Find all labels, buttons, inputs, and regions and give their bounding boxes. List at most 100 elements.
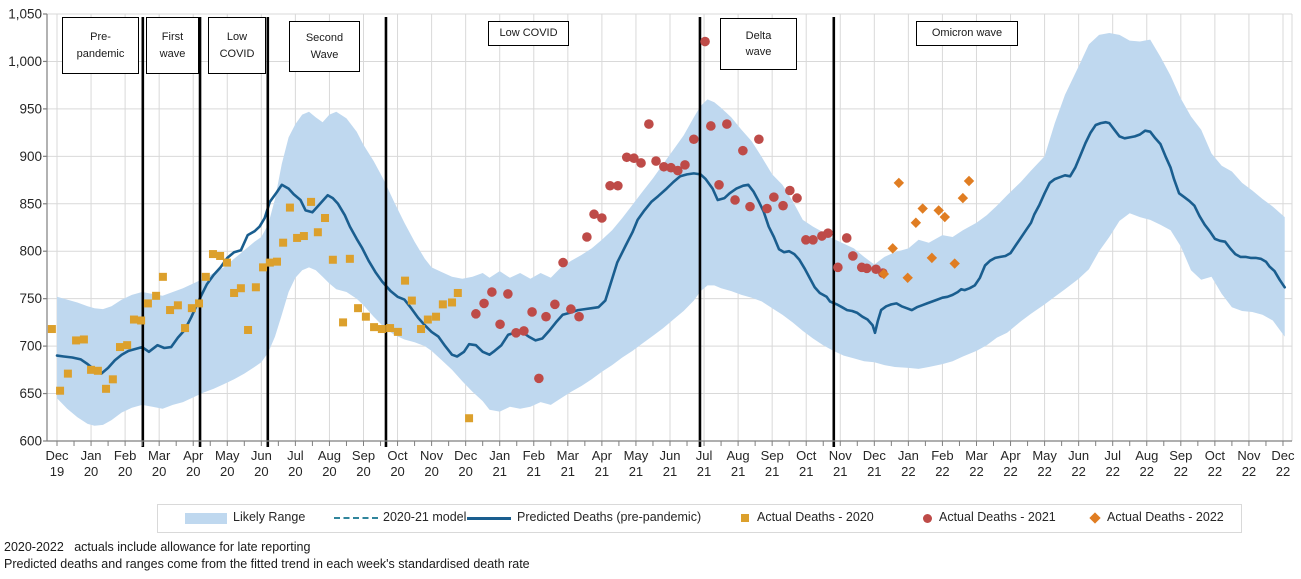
actual-2022-point: [887, 243, 898, 254]
x-axis-label-month: Jan: [898, 448, 919, 463]
actual-2021-point: [589, 209, 599, 220]
x-axis-label-month: Apr: [1000, 448, 1021, 463]
actual-2020-point: [230, 288, 239, 297]
legend-label-likely-range: Likely Range: [233, 510, 306, 524]
wave-label-pre-pandemic: Pre-pandemic: [62, 17, 139, 74]
x-axis-label-month: Jun: [1068, 448, 1089, 463]
x-axis-label-month: Feb: [931, 448, 953, 463]
actual-2020-point: [56, 386, 65, 395]
x-axis-label-year: 20: [186, 464, 200, 479]
x-axis-label-year: 19: [50, 464, 64, 479]
actual-2021-point: [471, 309, 481, 319]
actual-2022-point: [957, 192, 969, 204]
actual-2020-point: [216, 251, 225, 260]
actual-2020-point: [345, 254, 354, 263]
actual-2021-point: [558, 257, 568, 268]
x-axis-label-month: Jul: [287, 448, 304, 463]
actual-2020-point: [307, 197, 316, 206]
legend-swatch-likely-range: [185, 513, 227, 524]
x-axis-label-month: Jul: [696, 448, 713, 463]
wave-label-text: COVID: [219, 47, 255, 60]
y-axis-label: 650: [19, 386, 42, 401]
actual-2022-point: [963, 175, 975, 187]
actual-2020-point: [386, 324, 395, 333]
actual-2022-point: [926, 252, 938, 264]
actual-2020-point: [143, 299, 152, 308]
actual-2021-point: [722, 119, 732, 129]
legend-swatch-actual-2021: [923, 514, 932, 523]
x-axis-label-month: Aug: [1135, 448, 1158, 463]
actual-2021-point: [644, 119, 654, 129]
actual-2020-point: [465, 414, 474, 423]
wave-label-second-wave: Second Wave: [289, 21, 360, 72]
actual-2022-point: [939, 211, 951, 223]
wave-label-low-covid-2: Low COVID: [488, 21, 569, 46]
actual-2022-point: [878, 268, 890, 280]
x-axis-label-year: 20: [152, 464, 166, 479]
actual-2021-point: [862, 263, 872, 274]
actual-2020-point: [423, 315, 432, 324]
actual-2020-point: [187, 304, 196, 313]
actual-2022-point: [917, 203, 928, 214]
x-axis-label-month: Mar: [148, 448, 171, 463]
actual-2021-point: [574, 311, 584, 322]
chart-legend: Likely Range 2020-21 model Predicted Death…: [157, 504, 1242, 533]
actual-2020-point: [244, 325, 253, 334]
actual-2020-point: [448, 298, 457, 307]
actual-2021-point: [503, 289, 513, 299]
wave-label-text: Delta: [745, 29, 772, 42]
actual-2020-point: [236, 284, 245, 293]
actual-2020-point: [87, 365, 96, 374]
y-axis-label: 1,050: [8, 7, 42, 22]
actual-2020-point: [285, 203, 294, 212]
actual-2020-point: [47, 325, 56, 334]
x-axis-label-year: 22: [1037, 464, 1051, 479]
x-axis-label-month: Apr: [183, 448, 204, 463]
actual-2021-point: [730, 195, 740, 205]
actual-2021-point: [841, 233, 852, 243]
actual-2021-point: [527, 307, 537, 317]
actual-2020-point: [321, 214, 330, 223]
x-axis-label-year: 20: [254, 464, 268, 479]
x-axis-label-year: 20: [458, 464, 472, 479]
actual-2021-point: [700, 36, 710, 47]
actual-2021-point: [762, 203, 772, 214]
actual-2022-point: [949, 258, 960, 269]
actual-2021-point: [848, 251, 858, 261]
actual-2021-point: [745, 201, 755, 212]
actual-2021-point: [769, 192, 779, 202]
actual-2020-point: [251, 283, 260, 292]
actual-2021-point: [785, 185, 795, 196]
actual-2021-point: [636, 158, 646, 168]
actual-2020-point: [259, 263, 268, 272]
x-axis-label-month: Jul: [1104, 448, 1121, 463]
x-axis-label-month: Jan: [489, 448, 510, 463]
x-axis-label-month: Nov: [1237, 448, 1261, 463]
y-axis-label: 600: [19, 434, 42, 449]
actual-2020-point: [137, 316, 146, 325]
actual-2020-point: [166, 306, 175, 315]
x-axis-label-month: Apr: [592, 448, 613, 463]
wave-label-text: pandemic: [76, 47, 125, 60]
actual-2020-point: [313, 228, 322, 237]
actual-2021-point: [778, 200, 788, 211]
actual-2022-point: [910, 217, 922, 228]
actual-2020-point: [293, 233, 302, 242]
actual-2021-point: [659, 161, 669, 172]
actual-2021-point: [823, 228, 833, 238]
actual-2020-point: [158, 272, 167, 281]
x-axis-label-year: 22: [969, 464, 983, 479]
x-axis-label-month: Mar: [965, 448, 988, 463]
wave-label-text: Low: [226, 31, 248, 43]
legend-swatch-model-2020-21: [334, 517, 378, 519]
actual-2021-point: [487, 287, 497, 297]
x-axis-label-year: 22: [1003, 464, 1017, 479]
x-axis-label-year: 20: [84, 464, 98, 479]
x-axis-label-year: 21: [663, 464, 677, 479]
x-axis-label-month: Dec: [45, 448, 69, 463]
legend-label-predicted-deaths: Predicted Deaths (pre-pandemic): [517, 510, 702, 524]
x-axis-label-year: 22: [935, 464, 949, 479]
actual-2020-point: [354, 304, 363, 313]
legend-label-model-2020-21: 2020-21 model: [383, 510, 467, 524]
x-axis-label-year: 21: [527, 464, 541, 479]
